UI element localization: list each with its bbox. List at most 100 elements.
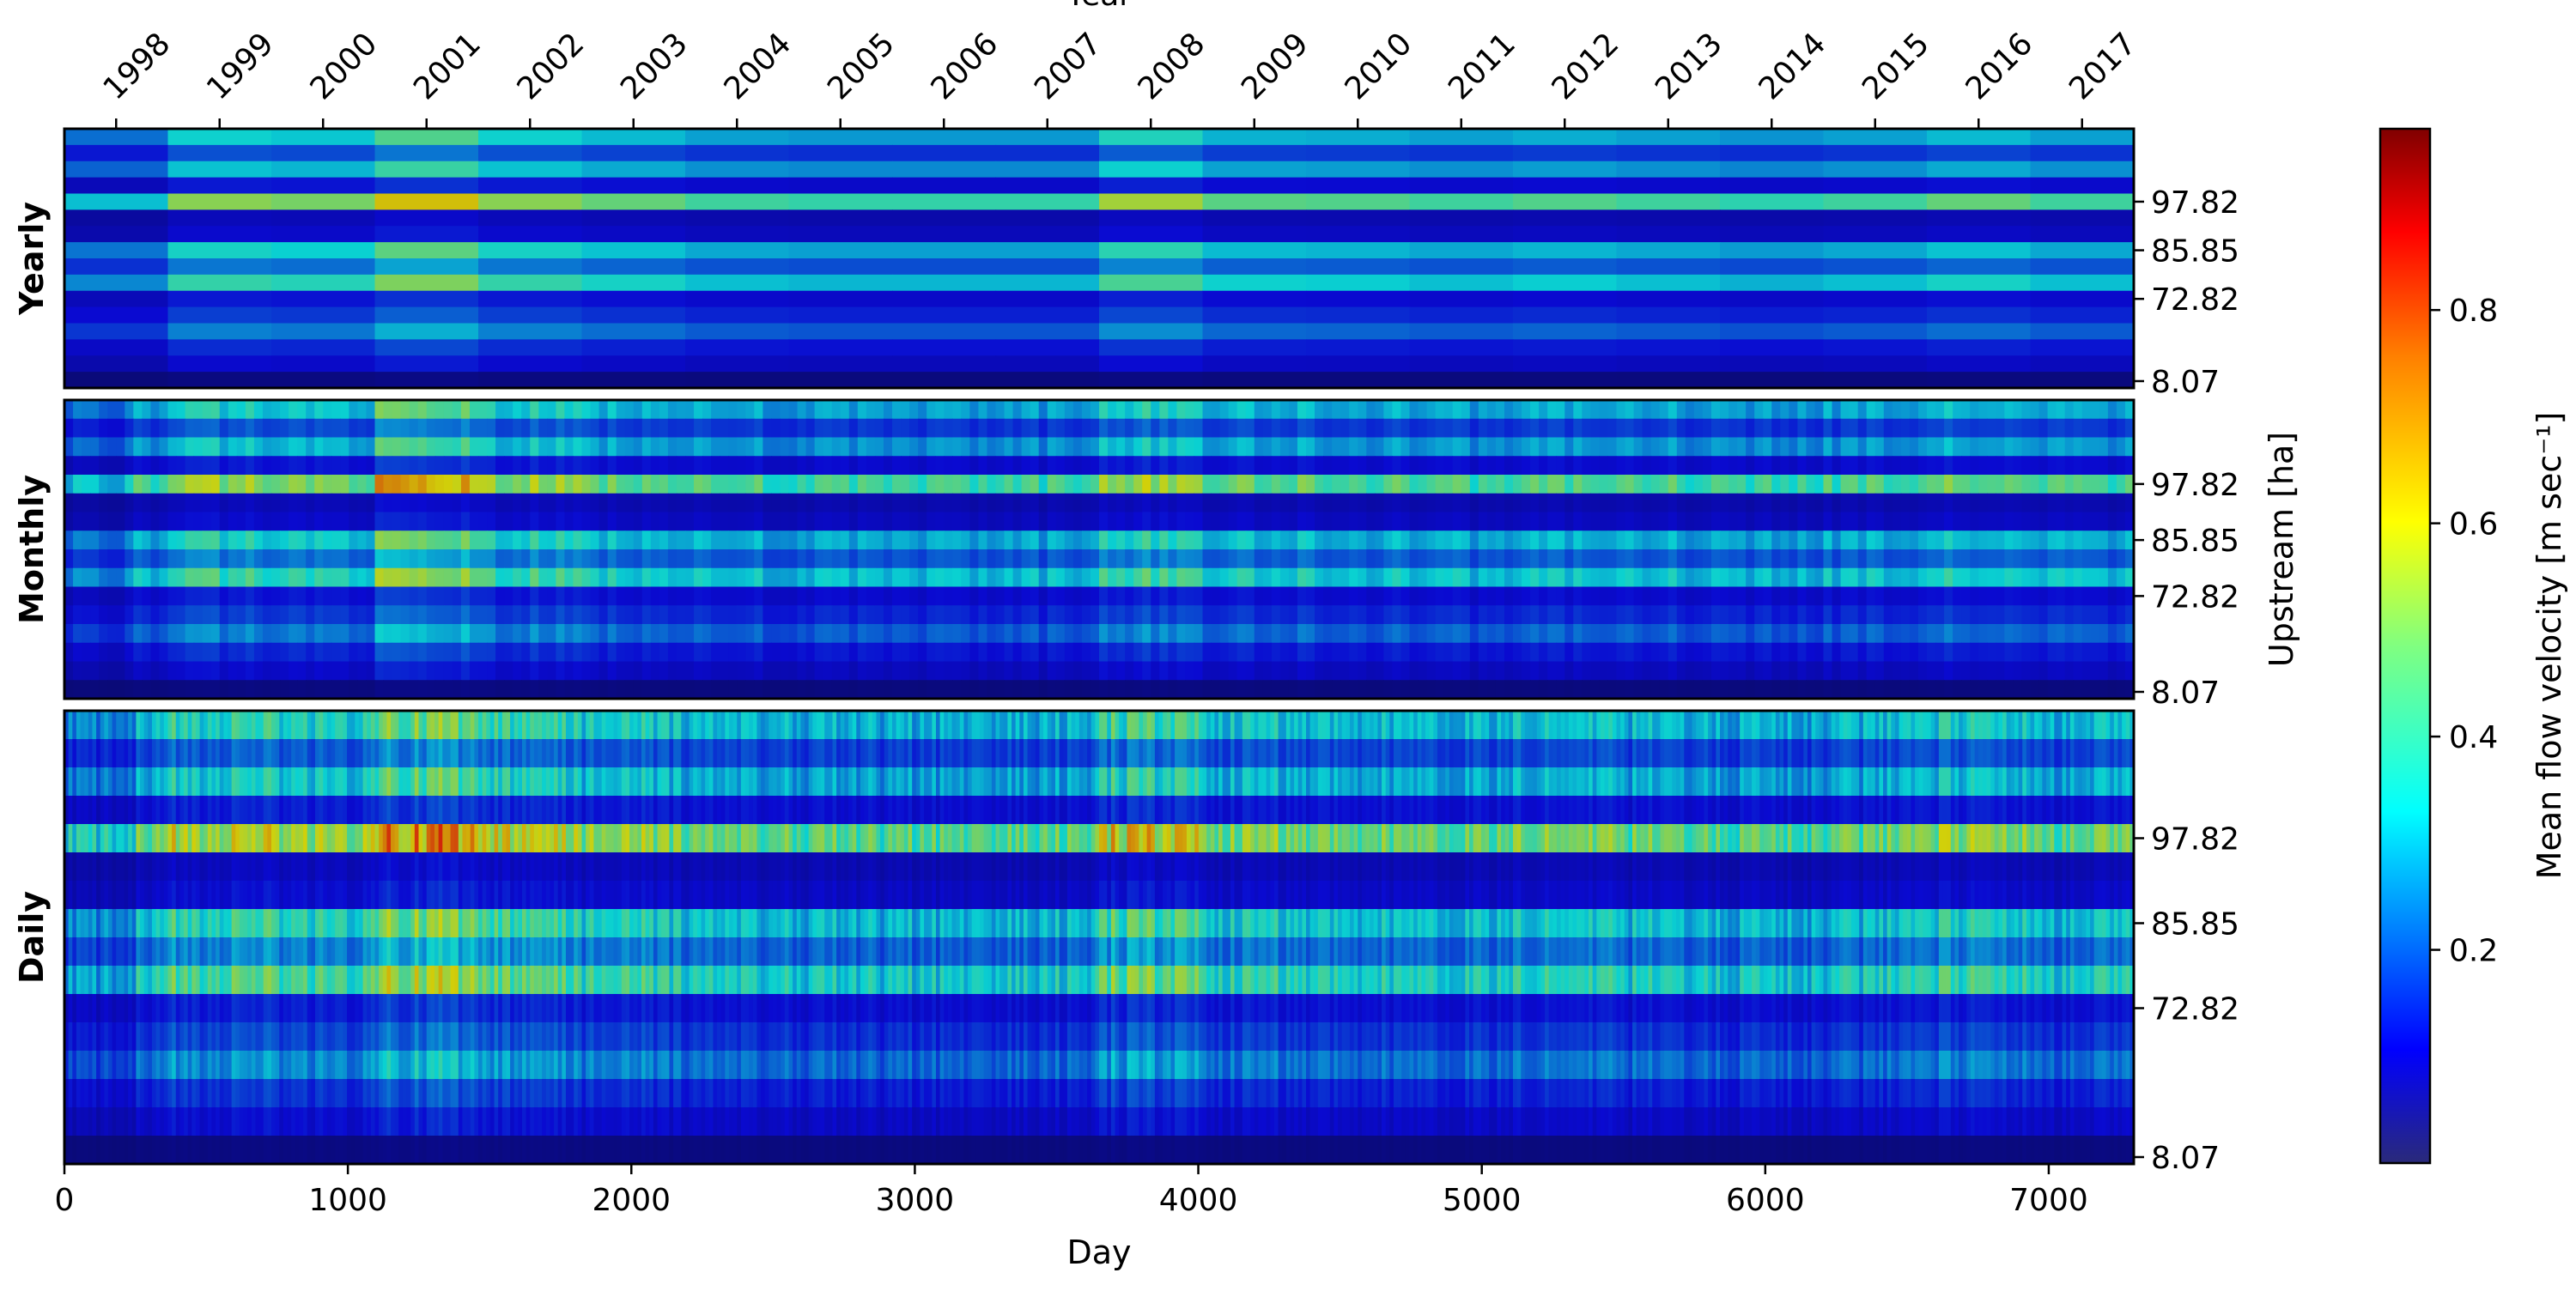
- heatmap-cell: [1642, 586, 1652, 606]
- heatmap-cell: [1385, 711, 1390, 740]
- heatmap-cell: [2117, 711, 2123, 740]
- heatmap-cell: [1728, 530, 1738, 550]
- heatmap-cell: [1702, 549, 1712, 569]
- heatmap-cell: [1564, 711, 1570, 740]
- heatmap-cell: [150, 418, 161, 439]
- heatmap-cell: [1064, 642, 1074, 663]
- heatmap-cell: [133, 530, 143, 550]
- heatmap-cell: [340, 624, 349, 644]
- heatmap-cell: [1504, 456, 1514, 476]
- heatmap-cell: [1443, 642, 1454, 663]
- heatmap-cell: [1211, 661, 1221, 681]
- heatmap-cell: [951, 739, 957, 768]
- heatmap-cell: [469, 586, 479, 606]
- heatmap-cell: [1731, 711, 1737, 740]
- heatmap-cell: [1564, 493, 1574, 513]
- heatmap-cell: [1236, 400, 1247, 420]
- heatmap-cell: [1891, 711, 1896, 740]
- heatmap-cell: [374, 624, 385, 644]
- heatmap-cell: [927, 530, 936, 550]
- heatmap-cell: [876, 739, 881, 768]
- heatmap-cell: [927, 711, 933, 740]
- heatmap-cell: [1806, 661, 1816, 681]
- heatmap-cell: [1780, 642, 1789, 663]
- heatmap-cell: [927, 418, 936, 439]
- heatmap-cell: [1573, 475, 1583, 494]
- heatmap-cell: [1612, 711, 1618, 740]
- heatmap-cell: [255, 739, 260, 768]
- heatmap-cell: [289, 642, 298, 663]
- heatmap-cell: [641, 456, 652, 476]
- heatmap-cell: [434, 642, 445, 663]
- heatmap-cell: [607, 605, 617, 625]
- heatmap-cell: [1906, 711, 1912, 740]
- heatmap-cell: [391, 739, 396, 768]
- heatmap-cell: [443, 661, 453, 681]
- heatmap-cell: [193, 456, 204, 476]
- heatmap-cell: [1883, 624, 1893, 644]
- heatmap-cell: [1754, 512, 1764, 531]
- heatmap-cell: [1273, 711, 1279, 740]
- heatmap-cell: [1832, 605, 1842, 625]
- heatmap-cell: [696, 739, 702, 768]
- heatmap-cell: [762, 661, 773, 681]
- heatmap-cell: [263, 711, 268, 740]
- heatmap-cell: [1151, 739, 1156, 768]
- heatmap-cell: [1659, 400, 1669, 420]
- heatmap-cell: [1004, 456, 1014, 476]
- heatmap-cell: [125, 586, 134, 606]
- heatmap-cell: [2062, 711, 2067, 740]
- heatmap-cell: [1021, 437, 1031, 457]
- heatmap-cell: [1702, 605, 1712, 625]
- heatmap-cell: [1409, 549, 1419, 569]
- heatmap-cell: [944, 493, 953, 513]
- heatmap-cell: [805, 642, 816, 663]
- heatmap-cell: [581, 372, 686, 389]
- heatmap-cell: [357, 512, 368, 531]
- heatmap-cell: [1426, 642, 1437, 663]
- heatmap-cell: [581, 177, 686, 195]
- heatmap-cell: [1340, 661, 1350, 681]
- heatmap-cell: [307, 711, 312, 740]
- heatmap-cell: [573, 661, 583, 681]
- heatmap-cell: [2081, 711, 2087, 740]
- heatmap-cell: [1582, 586, 1591, 606]
- heatmap-cell: [788, 400, 799, 420]
- heatmap-cell: [374, 372, 479, 389]
- heatmap-cell: [370, 711, 376, 740]
- heatmap-cell: [1720, 144, 1825, 162]
- heatmap-cell: [1857, 475, 1868, 494]
- heatmap-cell: [987, 605, 997, 625]
- heatmap-cell: [1763, 418, 1772, 439]
- heatmap-cell: [1987, 567, 1996, 588]
- heatmap-cell: [621, 739, 627, 768]
- heatmap-cell: [2021, 642, 2032, 663]
- heatmap-cell: [133, 512, 143, 531]
- heatmap-cell: [1366, 642, 1376, 663]
- heatmap-cell: [1245, 605, 1255, 625]
- heatmap-cell: [573, 456, 583, 476]
- heatmap-cell: [1426, 530, 1437, 550]
- heatmap-cell: [2004, 418, 2014, 439]
- heatmap-cell: [1426, 400, 1437, 420]
- heatmap-cell: [564, 661, 574, 681]
- heatmap-cell: [1116, 418, 1126, 439]
- heatmap-cell: [556, 661, 566, 681]
- heatmap-cell: [478, 177, 583, 195]
- heatmap-cell: [1116, 642, 1126, 663]
- heatmap-cell: [1685, 475, 1695, 494]
- heatmap-cell: [844, 711, 849, 740]
- heatmap-cell: [1728, 680, 1738, 700]
- heatmap-cell: [383, 586, 393, 606]
- heatmap-cell: [1616, 512, 1626, 531]
- heatmap-cell: [392, 661, 402, 681]
- heatmap-cell: [1262, 456, 1273, 476]
- heatmap-cell: [530, 680, 539, 700]
- heatmap-cell: [1228, 530, 1238, 550]
- heatmap-cell: [1746, 549, 1755, 569]
- heatmap-cell: [1539, 530, 1548, 550]
- heatmap-cell: [219, 530, 229, 550]
- heatmap-cell: [1139, 739, 1144, 768]
- heatmap-cell: [2064, 512, 2075, 531]
- heatmap-cell: [185, 530, 195, 550]
